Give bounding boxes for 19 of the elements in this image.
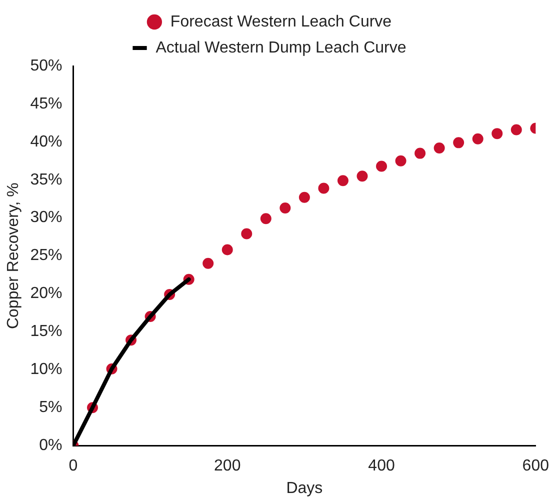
legend-label: Actual Western Dump Leach Curve [156, 39, 406, 56]
x-tick-label: 0 [68, 458, 78, 475]
y-tick-label: 25% [30, 247, 62, 264]
y-tick-label: 0% [39, 437, 62, 454]
y-tick-label: 40% [30, 133, 62, 150]
legend-label: Forecast Western Leach Curve [170, 13, 392, 30]
y-tick-label: 30% [30, 209, 62, 226]
x-tick-label: 400 [368, 458, 395, 475]
y-tick-label: 10% [30, 361, 62, 378]
y-axis-title: Copper Recovery, % [5, 182, 22, 330]
y-tick-label: 15% [30, 323, 62, 340]
y-tick-label: 35% [30, 171, 62, 188]
y-tick-label: 20% [30, 285, 62, 302]
x-axis-title: Days [286, 480, 323, 497]
x-tick-label: 600 [522, 458, 550, 475]
y-tick-label: 45% [30, 95, 62, 112]
x-tick-label: 200 [214, 458, 241, 475]
y-tick-label: 50% [30, 57, 62, 74]
y-tick-label: 5% [39, 399, 62, 416]
